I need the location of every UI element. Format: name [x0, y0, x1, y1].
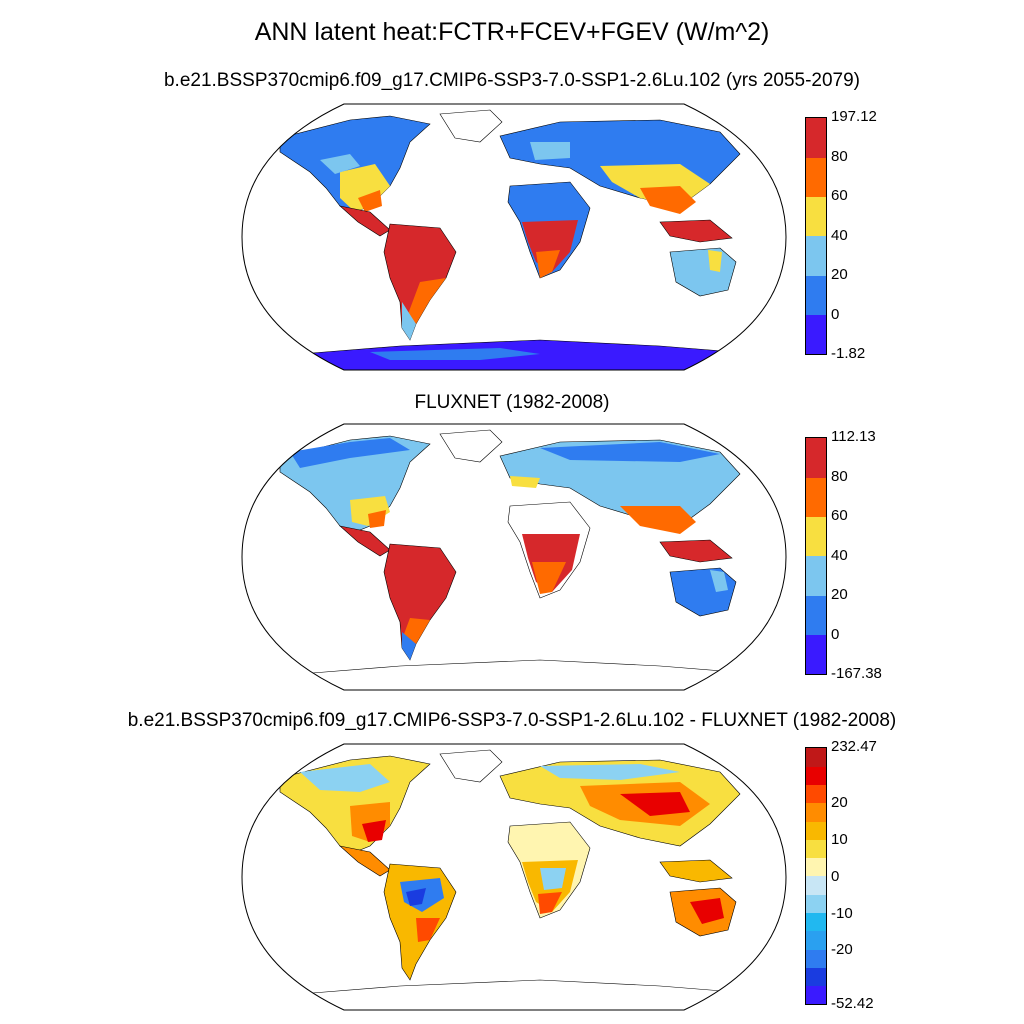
robinson-map-difference	[241, 743, 787, 1011]
colorbar-1-label: 40	[831, 227, 848, 244]
colorbar-2-swatch	[806, 438, 826, 478]
colorbar-1-label: 80	[831, 148, 848, 165]
colorbar-3-swatch	[806, 985, 826, 1005]
colorbar-3-label: 0	[831, 868, 840, 885]
colorbar-1-label-min: -1.82	[831, 345, 866, 362]
antarctica	[242, 979, 786, 1010]
colorbar-1-boxes	[805, 117, 827, 355]
colorbar-3-swatch	[806, 766, 826, 786]
colorbar-3-label: -20	[831, 941, 853, 958]
colorbar-2-label-max: 112.13	[831, 428, 876, 445]
colorbar-2-label: 20	[831, 586, 848, 603]
colorbar-2-swatch	[806, 595, 826, 636]
panel-1-map	[240, 102, 788, 372]
colorbar-2-label: 0	[831, 626, 840, 643]
colorbar-3-boxes	[805, 747, 827, 1005]
panel-3-map	[240, 742, 788, 1012]
colorbar-1-label: 60	[831, 187, 848, 204]
colorbar-3-swatch	[806, 857, 826, 877]
colorbar-3-swatch	[806, 949, 826, 968]
greenland	[439, 749, 503, 783]
colorbar-1-label: 20	[831, 266, 848, 283]
colorbar-2-swatch	[806, 516, 826, 557]
colorbar-1-swatch	[806, 118, 826, 158]
colorbar-3-swatch	[806, 912, 826, 932]
panel-3-title: b.e21.BSSP370cmip6.f09_g17.CMIP6-SSP3-7.…	[127, 710, 897, 731]
colorbar-1-label-max: 197.12	[831, 108, 877, 125]
colorbar-3-swatch	[806, 930, 826, 950]
colorbar-1-swatch	[806, 157, 826, 198]
antarctica	[242, 659, 786, 690]
colorbar-3-label: 20	[831, 794, 848, 811]
colorbar-1-label: 0	[831, 306, 840, 323]
colorbar-2-boxes	[805, 437, 827, 675]
greenland	[439, 429, 503, 463]
colorbar-2-swatch	[806, 634, 826, 675]
figure-title: ANN latent heat:FCTR+FCEV+FGEV (W/m^2)	[254, 18, 770, 46]
panel-1-title: b.e21.BSSP370cmip6.f09_g17.CMIP6-SSP3-7.…	[163, 70, 861, 91]
colorbar-1-swatch	[806, 196, 826, 237]
colorbar-2-label: 60	[831, 507, 848, 524]
colorbar-3-swatch	[806, 839, 826, 859]
colorbar-2-label: 80	[831, 468, 848, 485]
robinson-map-fluxnet	[241, 423, 787, 691]
colorbar-2-label: 40	[831, 547, 848, 564]
colorbar-3-label: -10	[831, 905, 853, 922]
robinson-map-model	[241, 103, 787, 371]
colorbar-1-swatch	[806, 314, 826, 355]
colorbar-3-swatch	[806, 802, 826, 822]
colorbar-3-label-max: 232.47	[831, 738, 877, 755]
colorbar-1-swatch	[806, 236, 826, 276]
colorbar-3-swatch	[806, 821, 826, 840]
colorbar-3-swatch	[806, 894, 826, 914]
colorbar-1-swatch	[806, 275, 826, 316]
colorbar-3-swatch	[806, 784, 826, 804]
panel-2-map	[240, 422, 788, 692]
panel-2-title: FLUXNET (1982-2008)	[414, 392, 610, 413]
colorbar-3-swatch	[806, 967, 826, 987]
colorbar-3-label-min: -52.42	[831, 995, 874, 1012]
colorbar-3-label: 10	[831, 831, 848, 848]
colorbar-2-label-min: -167.38	[831, 665, 882, 682]
colorbar-3-swatch	[806, 748, 826, 767]
colorbar-2-swatch	[806, 556, 826, 596]
colorbar-3-swatch	[806, 876, 826, 895]
greenland	[439, 109, 503, 143]
colorbar-2-swatch	[806, 477, 826, 518]
